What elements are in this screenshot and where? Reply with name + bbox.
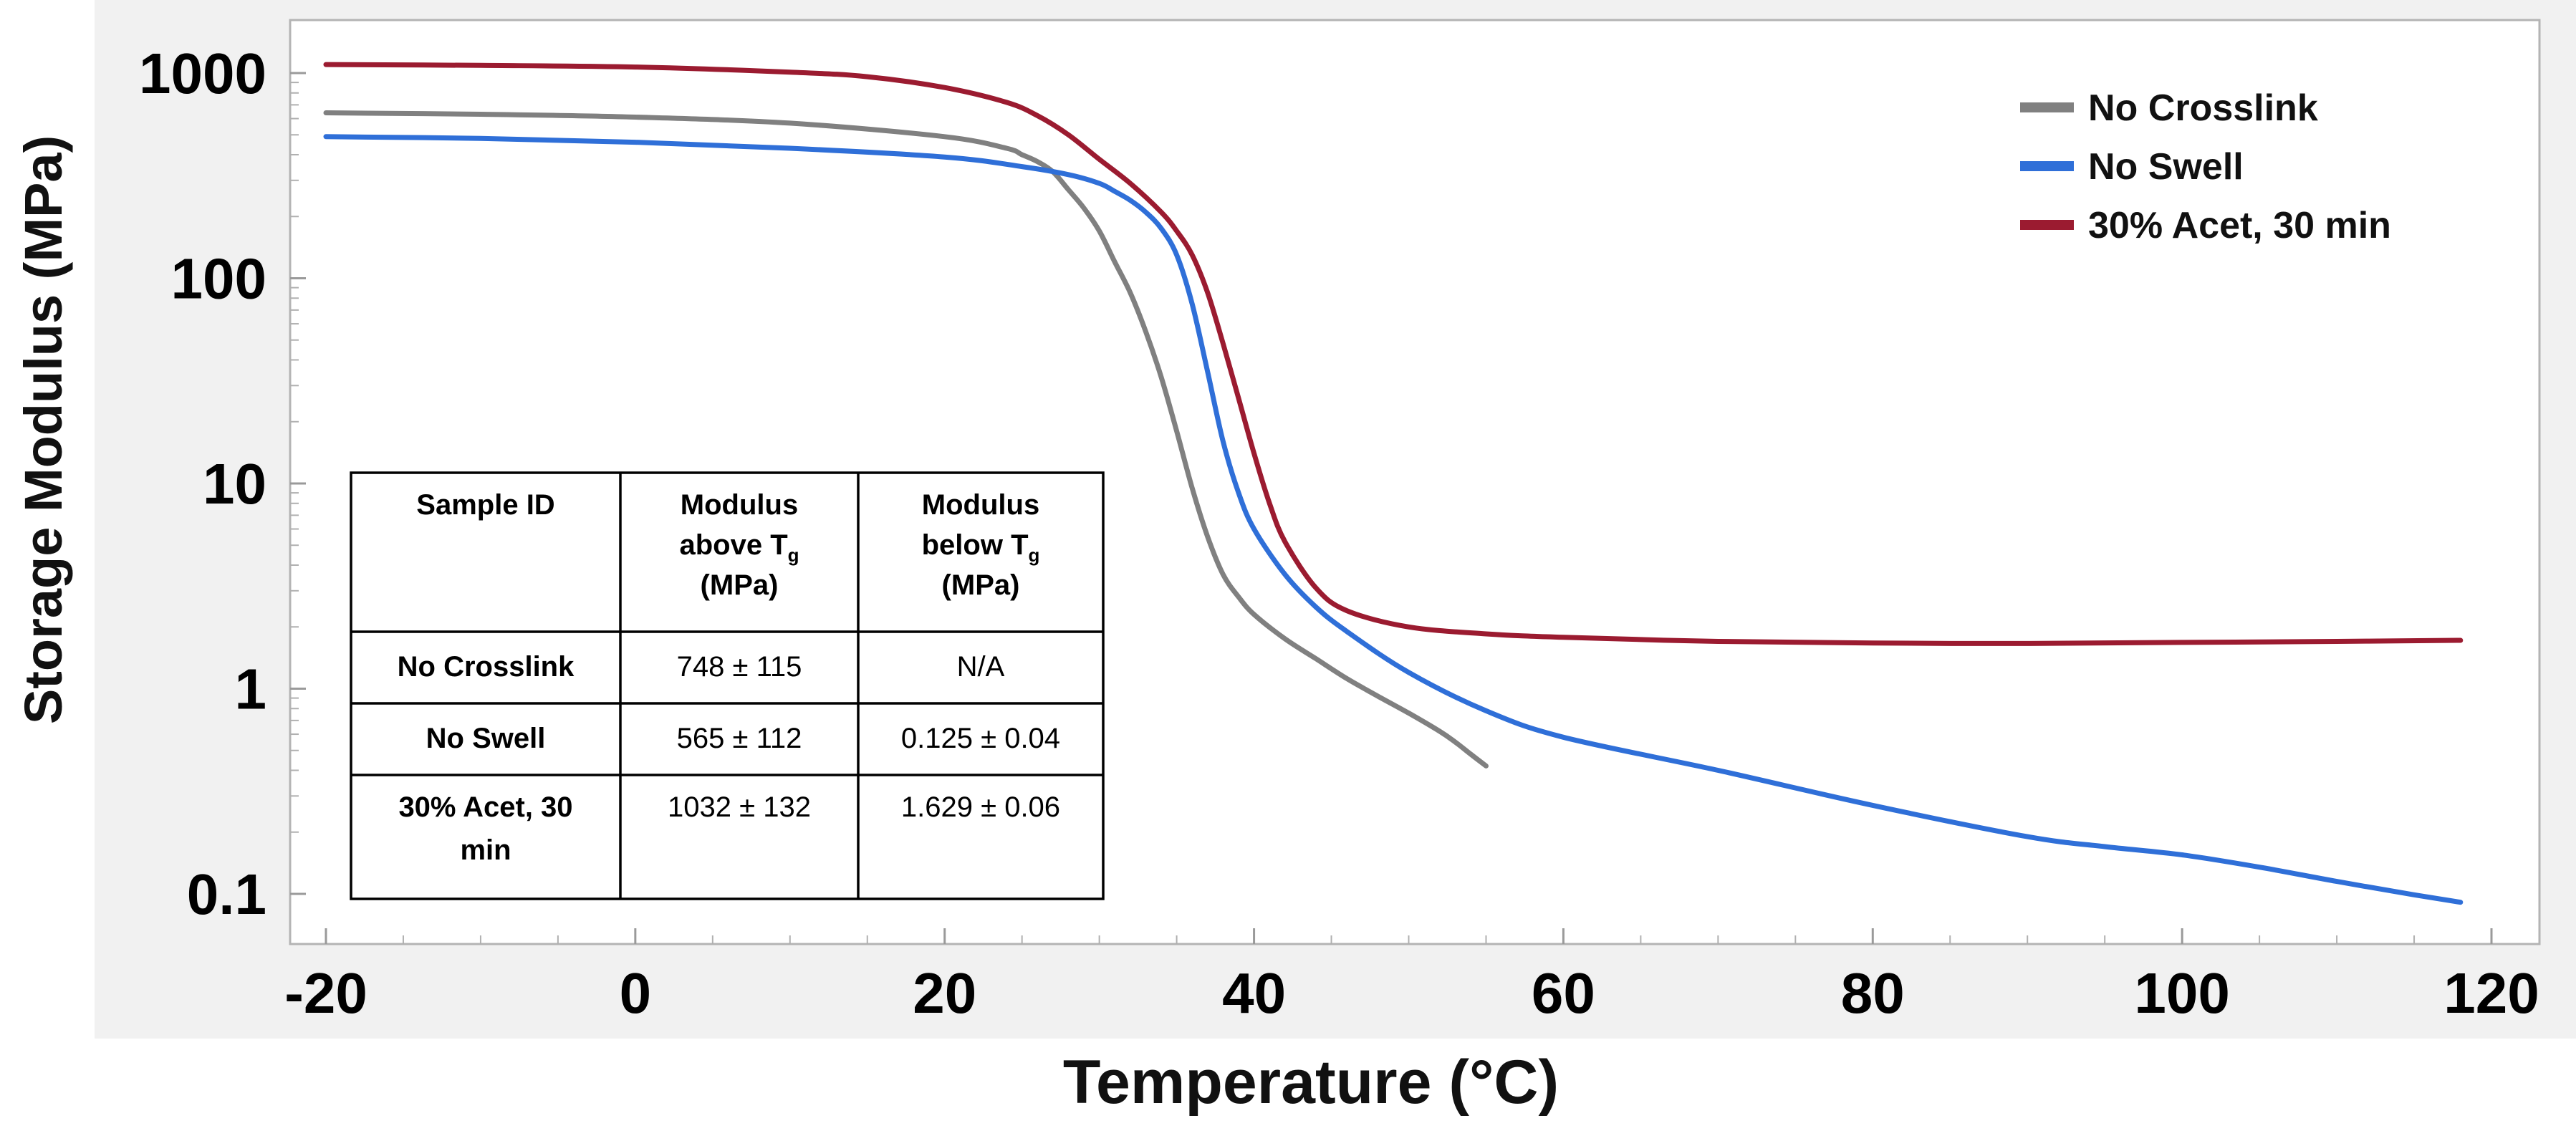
legend-label-acet: 30% Acet, 30 min — [2088, 205, 2391, 246]
legend-label-no-swell: No Swell — [2088, 146, 2244, 188]
y-tick-label: 10 — [203, 452, 266, 516]
table-cell-r2-below: 0.125 ± 0.04 — [901, 723, 1060, 754]
x-tick-label: 40 — [1222, 961, 1286, 1025]
table-cell-r1-name: No Crosslink — [398, 651, 575, 683]
table-header-below-subscript: g — [1029, 544, 1040, 566]
series-line-no-swell — [323, 134, 2464, 905]
table-cell-r3-name-line1: 30% Acet, 30 — [398, 791, 572, 823]
table-header-below-line3: (MPa) — [942, 569, 1020, 601]
y-tick-label: 1000 — [139, 42, 266, 105]
table-header-below-line2: below Tg — [922, 529, 1040, 566]
table-cell-r2-above: 565 ± 112 — [677, 723, 802, 754]
y-tick-label: 1 — [235, 658, 267, 721]
x-tick-label: 120 — [2443, 961, 2539, 1025]
x-axis-title: Temperature (°C) — [1063, 1048, 1559, 1117]
table-header-above-line2: above Tg — [679, 529, 799, 566]
x-tick-label: 80 — [1841, 961, 1905, 1025]
table-header-below-line1: Modulus — [922, 489, 1039, 521]
x-tick-label: 60 — [1532, 961, 1595, 1025]
table-header-sample-id: Sample ID — [416, 489, 554, 521]
table-cell-r3-name-line2: min — [460, 834, 511, 866]
table-cell-r2-name: No Swell — [426, 723, 546, 754]
x-tick-label: -20 — [284, 961, 367, 1025]
table-header-above-text: above T — [679, 529, 787, 561]
y-tick-label: 0.1 — [187, 862, 266, 926]
table-cell-r1-above: 748 ± 115 — [677, 651, 802, 683]
table-grid — [350, 471, 1105, 900]
table-header-above-line1: Modulus — [681, 489, 798, 521]
table-header-below-text: below T — [922, 529, 1029, 561]
x-tick-label: 0 — [620, 961, 652, 1025]
table-background — [351, 473, 1103, 899]
table-cell-r3-below: 1.629 ± 0.06 — [901, 791, 1060, 823]
table-header-above-subscript: g — [788, 544, 799, 566]
series-line-30-acet-30-min — [323, 62, 2464, 646]
axis-ticks: -20 0 20 40 60 80 100 120 0.1 1 10 100 1000 — [139, 42, 2539, 1025]
y-axis-title: Storage Modulus (MPa) — [14, 135, 73, 724]
x-tick-label: 20 — [913, 961, 976, 1025]
table-cell-r3-above: 1032 ± 132 — [668, 791, 811, 823]
series-layer — [323, 62, 2464, 905]
y-tick-label: 100 — [171, 247, 266, 311]
table-border — [350, 471, 1105, 900]
table-header-above-line3: (MPa) — [701, 569, 779, 601]
series-line-no-crosslink — [323, 110, 1489, 769]
legend: No Crosslink No Swell 30% Acet, 30 min — [2020, 87, 2391, 246]
inset-table: Sample ID Modulus above Tg (MPa) Modulus… — [350, 471, 1105, 900]
legend-label-no-crosslink: No Crosslink — [2088, 87, 2318, 129]
table-cell-r1-below: N/A — [957, 651, 1005, 683]
x-tick-label: 100 — [2134, 961, 2229, 1025]
